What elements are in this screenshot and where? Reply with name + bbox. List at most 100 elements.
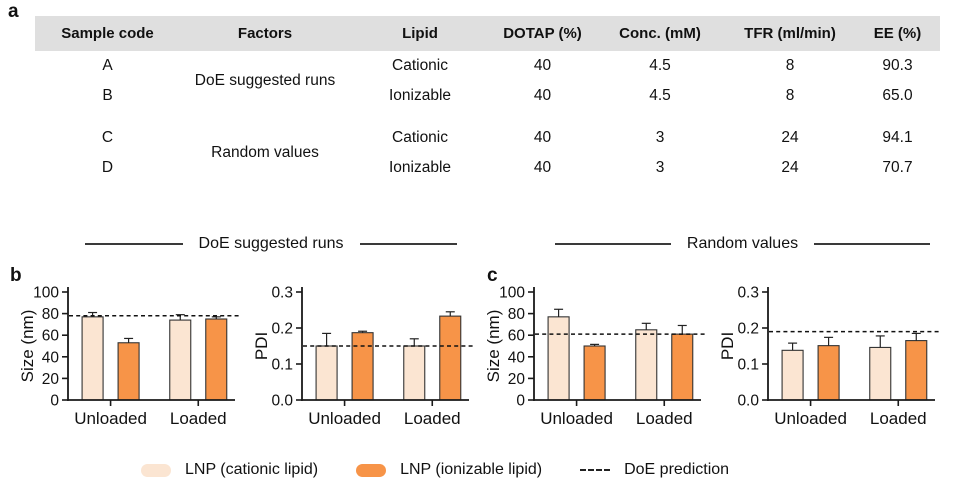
bar <box>81 316 104 401</box>
category-label: Loaded <box>636 409 693 428</box>
bar <box>905 340 928 401</box>
bar <box>547 316 570 401</box>
divider-line <box>555 243 671 245</box>
y-tick-label: 40 <box>508 349 526 366</box>
section-title-text: DoE suggested runs <box>198 235 344 252</box>
y-axis-label: Size (nm) <box>484 310 503 383</box>
legend-item-ionizable: LNP (ionizable lipid) <box>356 461 542 479</box>
section-title-doe: DoE suggested runs <box>85 234 458 254</box>
bar <box>439 315 462 401</box>
divider-line <box>85 243 183 245</box>
table-row: A DoE suggested runs Cationic 40 4.5 8 9… <box>35 51 940 89</box>
cell-lipid: Cationic <box>392 129 448 146</box>
cell-lipid: Ionizable <box>388 159 452 176</box>
dashed-line-icon <box>580 469 611 471</box>
section-title-random: Random values <box>555 234 931 254</box>
cell-conc: 4.5 <box>649 87 671 104</box>
cell-code: B <box>102 87 113 104</box>
cell-dotap: 40 <box>533 57 552 74</box>
cell-code: A <box>102 57 113 74</box>
legend-label: DoE prediction <box>624 461 730 478</box>
cationic-swatch-icon <box>141 463 171 477</box>
col-header-lipid: Lipid <box>350 16 490 51</box>
category-label: Unloaded <box>774 409 847 428</box>
category-label: Unloaded <box>308 409 381 428</box>
y-axis-label: PDI <box>718 332 737 360</box>
category-label: Unloaded <box>540 409 613 428</box>
legend-item-cationic: LNP (cationic lipid) <box>141 461 318 479</box>
cell-dotap: 40 <box>533 129 552 146</box>
y-tick-label: 0.2 <box>737 321 759 338</box>
y-tick-label: 40 <box>42 349 60 366</box>
bar <box>403 345 426 401</box>
y-tick-label: 0 <box>516 393 525 410</box>
col-header-factors: Factors <box>180 16 350 51</box>
bar <box>169 319 192 401</box>
y-tick-label: 80 <box>42 306 60 323</box>
y-tick-label: 0 <box>50 393 59 410</box>
y-axis-label: PDI <box>252 332 271 360</box>
table-spacer-row <box>35 111 940 123</box>
y-tick-label: 60 <box>42 328 60 345</box>
cell-conc: 3 <box>655 159 665 176</box>
spacer-cell <box>35 111 940 123</box>
y-tick-label: 20 <box>508 371 526 388</box>
legend-label: LNP (ionizable lipid) <box>400 461 543 478</box>
cell-code: C <box>101 129 114 146</box>
cell-conc: 4.5 <box>649 57 671 74</box>
cell-ee: 94.1 <box>882 129 913 146</box>
table-row: D Ionizable 40 3 24 70.7 <box>35 153 940 183</box>
chart-random-pdi: Unloaded Loaded 0.0 0.1 0.2 0.3 PDI <box>714 280 950 442</box>
cell-ee: 70.7 <box>882 159 913 176</box>
chart-svg: Unloaded Loaded 0 20 40 60 80 100 Size (nm) <box>484 285 707 428</box>
category-label: Unloaded <box>74 409 147 428</box>
y-tick-label: 0.0 <box>271 393 293 410</box>
section-title-text: Random values <box>686 235 799 252</box>
cell-lipid: Cationic <box>392 57 448 74</box>
cell-factor: Random values <box>211 144 319 161</box>
chart-svg: Unloaded Loaded 0 20 40 60 80 100 Size (nm) <box>18 285 241 428</box>
y-tick-label: 0.0 <box>737 393 759 410</box>
y-tick-label: 0.3 <box>271 285 293 302</box>
panel-b-label: b <box>10 265 22 286</box>
legend-label: LNP (cationic lipid) <box>185 461 319 478</box>
table-row: C Random values Cationic 40 3 24 94.1 <box>35 123 940 161</box>
col-header-ee: EE (%) <box>855 16 940 51</box>
y-tick-label: 0.1 <box>737 357 759 374</box>
chart-svg: Unloaded Loaded 0.0 0.1 0.2 0.3 PDI <box>252 285 475 428</box>
y-tick-label: 0.2 <box>271 321 293 338</box>
table-row: B Ionizable 40 4.5 8 65.0 <box>35 81 940 111</box>
legend: LNP (cationic lipid) LNP (ionizable lipi… <box>141 461 729 479</box>
cell-tfr: 8 <box>785 57 795 74</box>
col-header-conc: Conc. (mM) <box>595 16 725 51</box>
y-tick-label: 0.1 <box>271 357 293 374</box>
y-tick-label: 80 <box>508 306 526 323</box>
cell-dotap: 40 <box>533 87 552 104</box>
legend-item-prediction: DoE prediction <box>580 461 729 479</box>
bar <box>315 345 338 401</box>
y-tick-label: 100 <box>499 285 525 302</box>
bar <box>117 342 140 401</box>
bar <box>671 333 694 401</box>
bar <box>817 345 840 401</box>
cell-code: D <box>101 159 114 176</box>
col-header-sample-code: Sample code <box>35 16 180 51</box>
cell-tfr: 24 <box>781 129 799 146</box>
cell-lipid: Ionizable <box>388 87 452 104</box>
col-header-dotap: DOTAP (%) <box>490 16 595 51</box>
chart-doe-pdi: Unloaded Loaded 0.0 0.1 0.2 0.3 PDI <box>248 280 484 442</box>
category-label: Loaded <box>404 409 461 428</box>
col-header-tfr: TFR (ml/min) <box>725 16 855 51</box>
cell-ee: 65.0 <box>882 87 913 104</box>
cell-factor: DoE suggested runs <box>194 72 336 89</box>
divider-line <box>814 243 931 245</box>
cell-ee: 90.3 <box>882 57 913 74</box>
y-tick-label: 100 <box>33 285 59 302</box>
table-header-row: Sample code Factors Lipid DOTAP (%) Conc… <box>35 16 940 51</box>
cell-tfr: 24 <box>781 159 799 176</box>
doe-table: Sample code Factors Lipid DOTAP (%) Conc… <box>35 16 940 183</box>
chart-svg: Unloaded Loaded 0.0 0.1 0.2 0.3 PDI <box>718 285 941 428</box>
bar <box>869 346 892 401</box>
bar <box>351 332 374 401</box>
